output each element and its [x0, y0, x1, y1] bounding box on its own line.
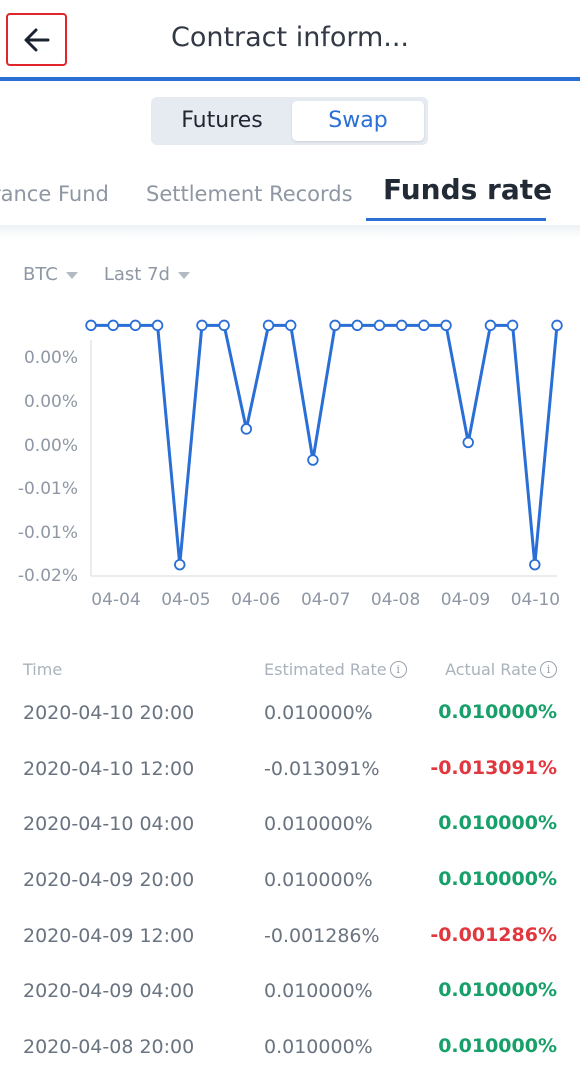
y-tick-label: 0.00% — [24, 436, 78, 456]
data-point — [262, 319, 275, 332]
row-actual-rate: 0.010000% — [438, 1035, 557, 1058]
table-row: 2020-04-10 04:00 0.010000% 0.010000% — [0, 796, 580, 852]
segment-futures[interactable]: Futures — [181, 108, 263, 133]
row-estimated-rate: 0.010000% — [264, 813, 373, 836]
funds-rate-chart: 0.00% 0.00% 0.00% -0.01% -0.01% -0.02% 04-04 04… — [18, 319, 563, 610]
row-time: 2020-04-10 04:00 — [23, 813, 195, 836]
futures-swap-toggle: Futures Swap — [151, 97, 428, 145]
row-actual-rate: -0.001286% — [430, 923, 557, 946]
period-select[interactable]: Last 7d — [104, 260, 190, 288]
info-tabs: rance Fund Settlement Records Funds rate — [0, 165, 580, 227]
data-point — [373, 319, 386, 332]
row-actual-rate: -0.013091% — [430, 756, 557, 779]
info-circle-icon[interactable]: i — [540, 661, 557, 678]
x-tick-label: 04-09 — [441, 590, 490, 610]
table-row: 2020-04-10 12:00 -0.013091% -0.013091% — [0, 741, 580, 797]
data-point — [307, 454, 319, 466]
app-header: Contract inform... — [0, 0, 580, 81]
x-tick-label: 04-07 — [301, 590, 350, 610]
tabs-divider — [0, 225, 580, 239]
row-estimated-rate: 0.010000% — [264, 869, 373, 892]
y-tick-label: 0.00% — [24, 392, 78, 412]
row-actual-rate: 0.010000% — [438, 701, 557, 723]
coin-select[interactable]: BTC — [23, 260, 78, 288]
row-actual-rate: 0.010000% — [438, 868, 557, 891]
y-tick-label: -0.01% — [18, 523, 78, 543]
x-tick-label: 04-04 — [91, 590, 140, 610]
column-header-estimated-label: Estimated Rate — [264, 660, 387, 679]
column-header-time: Time — [23, 660, 63, 679]
data-point — [484, 319, 497, 332]
data-point — [551, 319, 563, 332]
row-estimated-rate: -0.013091% — [264, 757, 380, 780]
y-tick-label: -0.02% — [18, 566, 78, 586]
data-point — [506, 319, 519, 332]
tab-settlement-records[interactable]: Settlement Records — [146, 182, 353, 206]
data-point — [129, 319, 142, 332]
x-tick-label: 04-06 — [231, 590, 280, 610]
row-time: 2020-04-09 12:00 — [23, 924, 195, 947]
info-circle-icon[interactable]: i — [389, 661, 407, 678]
tab-insurance-fund[interactable]: rance Fund — [0, 182, 109, 206]
table-row: 2020-04-10 20:00 0.010000% 0.010000% — [0, 685, 580, 741]
arrow-left-icon — [24, 28, 49, 51]
header-accent-line — [0, 77, 580, 81]
table-row: 2020-04-09 20:00 0.010000% 0.010000% — [0, 852, 580, 908]
data-point — [85, 319, 97, 332]
row-time: 2020-04-09 04:00 — [23, 980, 195, 1003]
data-point — [440, 319, 452, 332]
column-header-actual: Actual Rate i — [445, 660, 557, 679]
row-time: 2020-04-10 12:00 — [23, 757, 195, 780]
y-tick-label: -0.01% — [18, 479, 78, 499]
data-point — [462, 436, 474, 449]
caret-down-icon — [177, 271, 190, 279]
data-point — [418, 319, 430, 332]
data-point — [329, 319, 341, 332]
back-button[interactable] — [6, 13, 67, 66]
row-estimated-rate: 0.010000% — [264, 980, 373, 1003]
series-line — [91, 323, 559, 567]
tab-funds-rate[interactable]: Funds rate — [383, 173, 553, 206]
table-row: 2020-04-08 20:00 0.010000% 0.010000% — [0, 1019, 580, 1075]
tab-active-indicator — [366, 218, 546, 221]
row-time: 2020-04-09 20:00 — [23, 869, 195, 892]
coin-select-label: BTC — [23, 263, 58, 285]
x-tick-label: 04-05 — [161, 590, 210, 610]
data-point — [240, 423, 253, 435]
column-header-actual-label: Actual Rate — [445, 660, 537, 679]
column-header-estimated: Estimated Rate i — [264, 660, 407, 679]
row-estimated-rate: -0.001286% — [264, 924, 380, 947]
row-actual-rate: 0.010000% — [438, 979, 557, 1002]
row-time: 2020-04-08 20:00 — [23, 1036, 195, 1059]
page-title: Contract inform... — [170, 22, 410, 53]
segment-swap[interactable]: Swap — [292, 101, 424, 141]
x-tick-label: 04-08 — [371, 590, 420, 610]
row-estimated-rate: 0.010000% — [264, 1036, 373, 1059]
data-point — [529, 558, 541, 571]
data-point — [218, 319, 230, 332]
rates-table-header: Time Estimated Rate i Actual Rate i — [0, 660, 580, 686]
x-tick-label: 04-10 — [511, 590, 560, 610]
data-point — [395, 319, 408, 332]
data-point — [174, 558, 186, 571]
data-point — [107, 319, 119, 332]
rates-table-body: 2020-04-10 20:00 0.010000% 0.010000% 202… — [0, 685, 580, 1075]
row-estimated-rate: 0.010000% — [264, 702, 373, 724]
data-point — [196, 319, 208, 332]
caret-down-icon — [65, 271, 78, 279]
row-time: 2020-04-10 20:00 — [23, 702, 195, 724]
y-tick-label: 0.00% — [24, 348, 78, 368]
row-actual-rate: 0.010000% — [438, 812, 557, 835]
table-row: 2020-04-09 04:00 0.010000% 0.010000% — [0, 963, 580, 1019]
table-row: 2020-04-09 12:00 -0.001286% -0.001286% — [0, 908, 580, 964]
data-point — [351, 319, 363, 332]
data-point — [151, 319, 164, 332]
period-select-label: Last 7d — [103, 263, 170, 285]
data-point — [285, 319, 297, 332]
chart-filters: BTC Last 7d — [23, 260, 216, 288]
